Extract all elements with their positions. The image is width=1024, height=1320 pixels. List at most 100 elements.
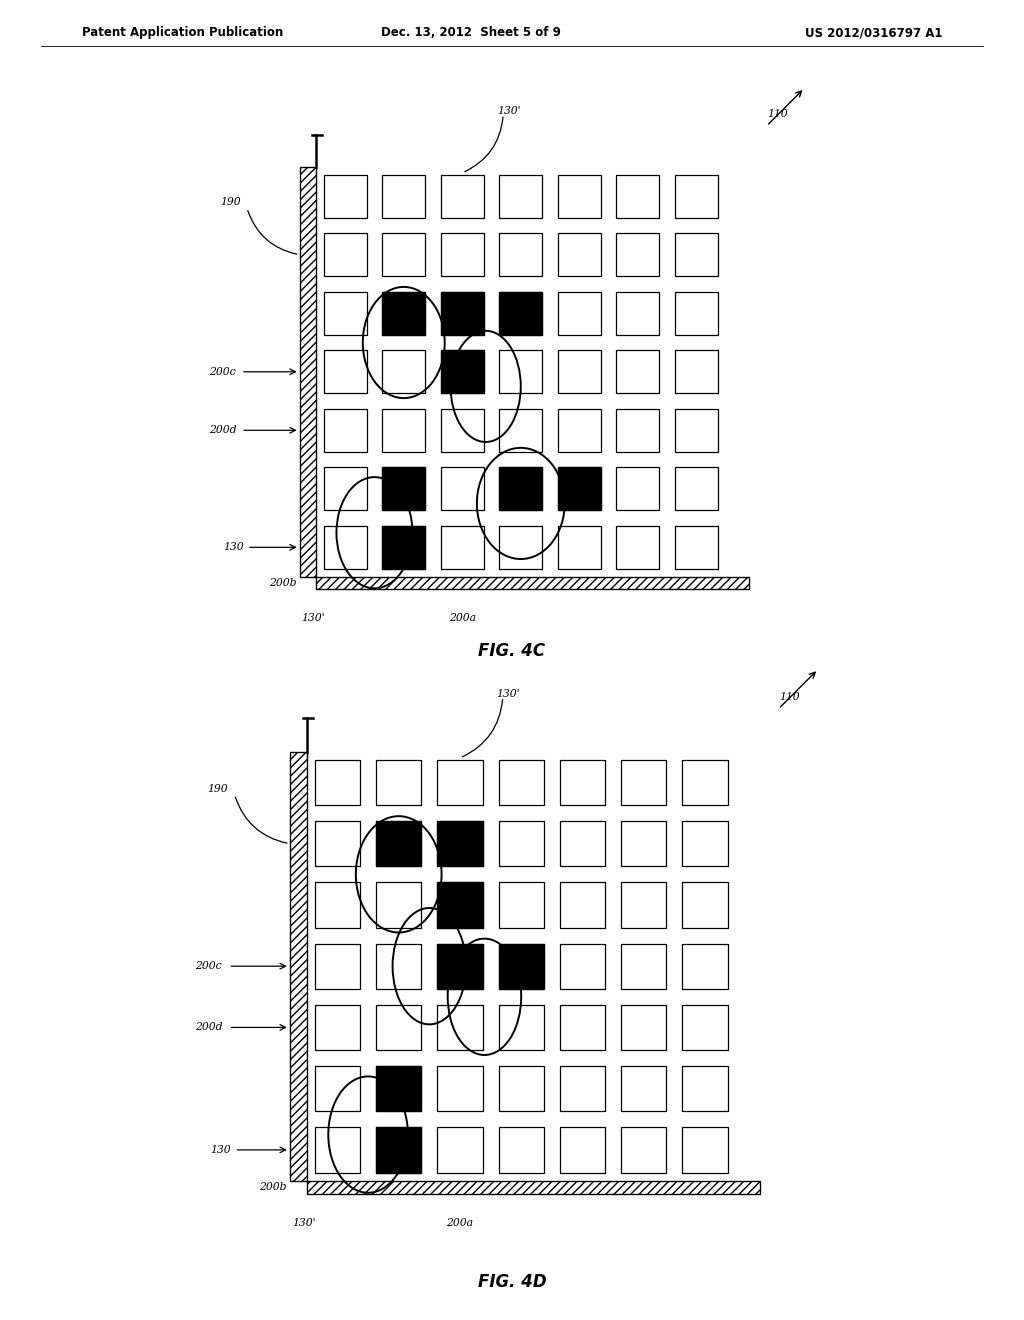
Bar: [682, 821, 728, 866]
Bar: [616, 409, 659, 451]
Bar: [560, 1127, 605, 1172]
Bar: [621, 760, 667, 805]
Text: Dec. 13, 2012  Sheet 5 of 9: Dec. 13, 2012 Sheet 5 of 9: [381, 26, 561, 40]
Bar: [616, 234, 659, 276]
Bar: [437, 1067, 482, 1111]
Bar: [290, 752, 307, 1180]
Text: 200a: 200a: [446, 1218, 473, 1229]
Bar: [382, 525, 425, 569]
Bar: [560, 944, 605, 989]
Bar: [440, 292, 484, 335]
Bar: [499, 292, 543, 335]
Bar: [621, 882, 667, 928]
Text: 130': 130': [292, 1218, 315, 1229]
Bar: [621, 1005, 667, 1051]
Bar: [437, 821, 482, 866]
Bar: [437, 760, 482, 805]
Bar: [440, 174, 484, 218]
Bar: [314, 1127, 360, 1172]
Bar: [558, 467, 601, 511]
Bar: [558, 174, 601, 218]
Bar: [499, 944, 544, 989]
Text: FIG. 4C: FIG. 4C: [478, 642, 546, 660]
Bar: [376, 760, 421, 805]
Bar: [499, 409, 543, 451]
Bar: [499, 760, 544, 805]
Text: 200d: 200d: [195, 1023, 222, 1032]
Text: 130': 130': [301, 612, 325, 623]
Bar: [499, 1067, 544, 1111]
Text: 200c: 200c: [195, 961, 221, 972]
Bar: [382, 525, 425, 569]
Bar: [376, 1067, 421, 1111]
Bar: [682, 760, 728, 805]
Text: 130: 130: [210, 1144, 230, 1155]
Bar: [682, 882, 728, 928]
Text: 130: 130: [223, 543, 244, 552]
Bar: [382, 292, 425, 335]
Bar: [437, 944, 482, 989]
Bar: [682, 1127, 728, 1172]
Bar: [616, 350, 659, 393]
Bar: [376, 882, 421, 928]
Bar: [499, 292, 543, 335]
Bar: [682, 1005, 728, 1051]
Bar: [675, 350, 718, 393]
Bar: [675, 409, 718, 451]
Bar: [499, 467, 543, 511]
Bar: [440, 234, 484, 276]
Text: FIG. 4D: FIG. 4D: [477, 1272, 547, 1291]
Bar: [616, 467, 659, 511]
Bar: [440, 350, 484, 393]
Bar: [675, 467, 718, 511]
Bar: [558, 467, 601, 511]
Bar: [437, 821, 482, 866]
Bar: [382, 467, 425, 511]
Bar: [616, 525, 659, 569]
Bar: [437, 882, 482, 928]
Bar: [499, 174, 543, 218]
Bar: [682, 1067, 728, 1111]
Bar: [499, 525, 543, 569]
Bar: [560, 1005, 605, 1051]
Bar: [324, 467, 367, 511]
Text: 110: 110: [768, 110, 788, 119]
Text: Patent Application Publication: Patent Application Publication: [82, 26, 284, 40]
Bar: [324, 350, 367, 393]
Bar: [499, 467, 543, 511]
Bar: [437, 944, 482, 989]
Bar: [675, 234, 718, 276]
Text: 110: 110: [779, 692, 800, 702]
Bar: [314, 821, 360, 866]
Bar: [382, 409, 425, 451]
Bar: [616, 292, 659, 335]
Bar: [314, 1067, 360, 1111]
Bar: [324, 174, 367, 218]
Bar: [499, 882, 544, 928]
Text: 190: 190: [207, 784, 227, 793]
Bar: [440, 350, 484, 393]
Bar: [560, 882, 605, 928]
Bar: [437, 882, 482, 928]
Bar: [314, 944, 360, 989]
Bar: [440, 525, 484, 569]
Bar: [307, 1180, 760, 1195]
Bar: [440, 467, 484, 511]
Bar: [499, 234, 543, 276]
Bar: [499, 350, 543, 393]
Bar: [558, 409, 601, 451]
Bar: [621, 821, 667, 866]
Bar: [324, 409, 367, 451]
Text: 200a: 200a: [449, 612, 476, 623]
Bar: [616, 174, 659, 218]
Bar: [560, 821, 605, 866]
Bar: [316, 577, 749, 590]
Bar: [376, 944, 421, 989]
Bar: [314, 882, 360, 928]
Bar: [560, 1067, 605, 1111]
Bar: [382, 292, 425, 335]
Text: 130': 130': [498, 107, 521, 116]
Bar: [558, 234, 601, 276]
Bar: [376, 1127, 421, 1172]
Bar: [324, 234, 367, 276]
